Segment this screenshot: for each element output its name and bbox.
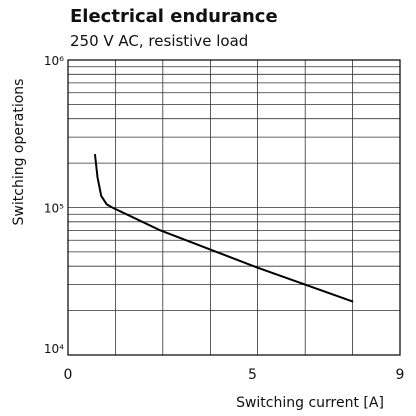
- x-axis-label: Switching current [A]: [236, 395, 384, 411]
- x-tick-label: 0: [64, 367, 73, 383]
- curve: [93, 154, 354, 303]
- x-tick-label: 9: [396, 367, 405, 383]
- y-tick-label: 10⁵: [44, 202, 64, 216]
- y-tick-label: 10⁴: [44, 342, 64, 356]
- y-axis-label: Switching operations: [11, 79, 27, 226]
- chart-title: Electrical endurance: [70, 6, 278, 27]
- y-tick-label: 10⁶: [44, 54, 64, 68]
- chart-subtitle: 250 V AC, resistive load: [70, 32, 248, 50]
- x-tick-label: 5: [248, 367, 257, 383]
- plot-frame: [67, 59, 401, 356]
